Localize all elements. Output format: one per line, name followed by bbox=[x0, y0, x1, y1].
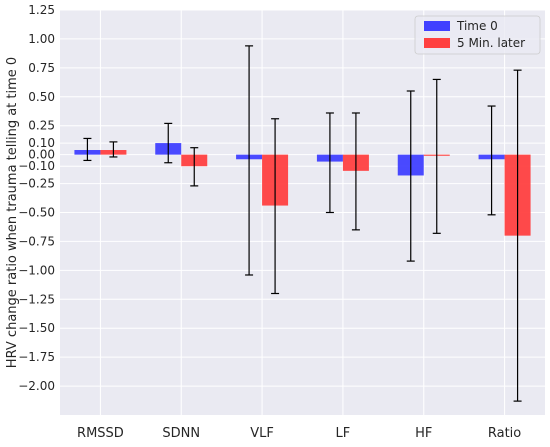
x-tick-label-hf: HF bbox=[415, 426, 432, 441]
y-tick-label: 1.25 bbox=[28, 3, 55, 17]
y-tick-label: 0.10 bbox=[28, 136, 55, 150]
legend-swatch-time-0 bbox=[424, 21, 450, 31]
y-tick-label: 0.50 bbox=[28, 90, 55, 104]
y-tick-label: 0.00 bbox=[28, 148, 55, 162]
error-bars bbox=[83, 45, 522, 402]
legend-swatch-5-min-later bbox=[424, 38, 450, 48]
error-bar-time-0-vlf bbox=[245, 45, 254, 276]
y-tick-label: 0.75 bbox=[28, 61, 55, 75]
legend-label-5-min-later: 5 Min. later bbox=[457, 36, 525, 50]
x-tick-label-vlf: VLF bbox=[250, 426, 274, 441]
y-tick-label: −0.25 bbox=[18, 177, 55, 191]
error-bar-5-min-later-sdnn bbox=[190, 147, 199, 187]
y-tick-label: −0.75 bbox=[18, 234, 55, 248]
y-tick-label: −2.00 bbox=[18, 379, 55, 393]
y-tick-label: −0.10 bbox=[18, 159, 55, 173]
error-bar-5-min-later-rmssd bbox=[109, 141, 118, 158]
y-tick-label: −1.50 bbox=[18, 321, 55, 335]
y-tick-label: −1.00 bbox=[18, 263, 55, 277]
error-bar-5-min-later-ratio bbox=[513, 69, 522, 402]
y-tick-label: 0.25 bbox=[28, 119, 55, 133]
x-tick-label-lf: LF bbox=[336, 426, 351, 441]
y-axis-label: HRV change ratio when trauma telling at … bbox=[5, 57, 20, 368]
error-bar-time-0-rmssd bbox=[83, 137, 92, 162]
x-ticks: RMSSD SDNN VLF LF HF Ratio bbox=[77, 426, 521, 441]
legend-label-time-0: Time 0 bbox=[456, 19, 498, 33]
error-bar-5-min-later-lf bbox=[351, 112, 360, 231]
error-bar-time-0-ratio bbox=[487, 105, 496, 216]
y-tick-label: 1.00 bbox=[28, 32, 55, 46]
error-bar-time-0-lf bbox=[325, 112, 334, 214]
error-bar-5-min-later-vlf bbox=[271, 118, 280, 295]
y-tick-label: −0.50 bbox=[18, 206, 55, 220]
x-tick-label-ratio: Ratio bbox=[488, 426, 521, 441]
x-tick-label-rmssd: RMSSD bbox=[77, 426, 124, 441]
y-tick-label: −1.25 bbox=[18, 292, 55, 306]
x-tick-label-sdnn: SDNN bbox=[162, 426, 200, 441]
error-bar-time-0-sdnn bbox=[164, 122, 173, 164]
y-ticks: −2.00 −1.75 −1.50 −1.25 −1.00 −0.75 −0.50 −0.25… bbox=[18, 3, 55, 393]
y-tick-label: −1.75 bbox=[18, 350, 55, 364]
error-bar-5-min-later-hf bbox=[432, 78, 441, 234]
legend: Time 0 5 Min. later bbox=[414, 15, 541, 55]
error-bar-time-0-hf bbox=[406, 90, 415, 262]
